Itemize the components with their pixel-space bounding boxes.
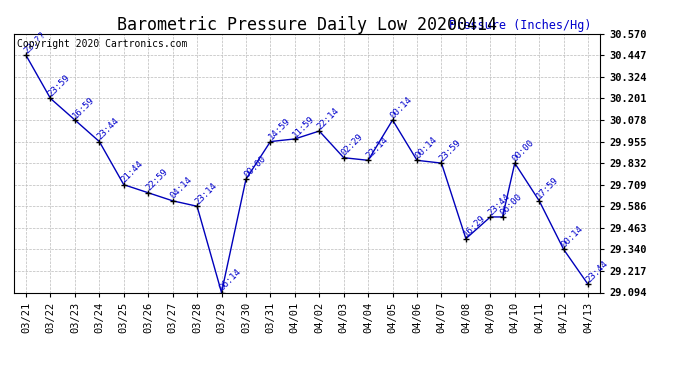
Text: 23:14: 23:14 [193,181,219,206]
Text: 04:14: 04:14 [169,176,194,201]
Text: 23:44: 23:44 [95,116,121,142]
Text: 06:14: 06:14 [217,267,243,292]
Text: Pressure (Inches/Hg): Pressure (Inches/Hg) [449,20,591,33]
Text: 17:59: 17:59 [535,176,561,201]
Text: Copyright 2020 Cartronics.com: Copyright 2020 Cartronics.com [17,39,187,49]
Text: 14:59: 14:59 [266,116,292,142]
Text: 23:44: 23:44 [584,259,609,284]
Text: 22:14: 22:14 [315,106,341,131]
Title: Barometric Pressure Daily Low 20200414: Barometric Pressure Daily Low 20200414 [117,16,497,34]
Text: 00:14: 00:14 [560,224,585,249]
Text: 23:59: 23:59 [437,138,463,163]
Text: 23:59: 23:59 [46,73,72,99]
Text: 16:29: 16:29 [462,213,487,238]
Text: 23:??: 23:?? [22,30,48,56]
Text: 00:14: 00:14 [413,135,438,160]
Text: 00:14: 00:14 [388,94,414,120]
Text: 02:29: 02:29 [339,132,365,158]
Text: 21:44: 21:44 [120,159,145,185]
Text: 22:59: 22:59 [144,167,170,193]
Text: 22:14: 22:14 [364,135,390,160]
Text: 00:00: 00:00 [511,138,536,163]
Text: 00:00: 00:00 [242,154,268,179]
Text: 11:59: 11:59 [291,114,316,139]
Text: 23:44: 23:44 [486,192,512,217]
Text: 06:00: 06:00 [499,192,524,217]
Text: 16:59: 16:59 [71,94,97,120]
